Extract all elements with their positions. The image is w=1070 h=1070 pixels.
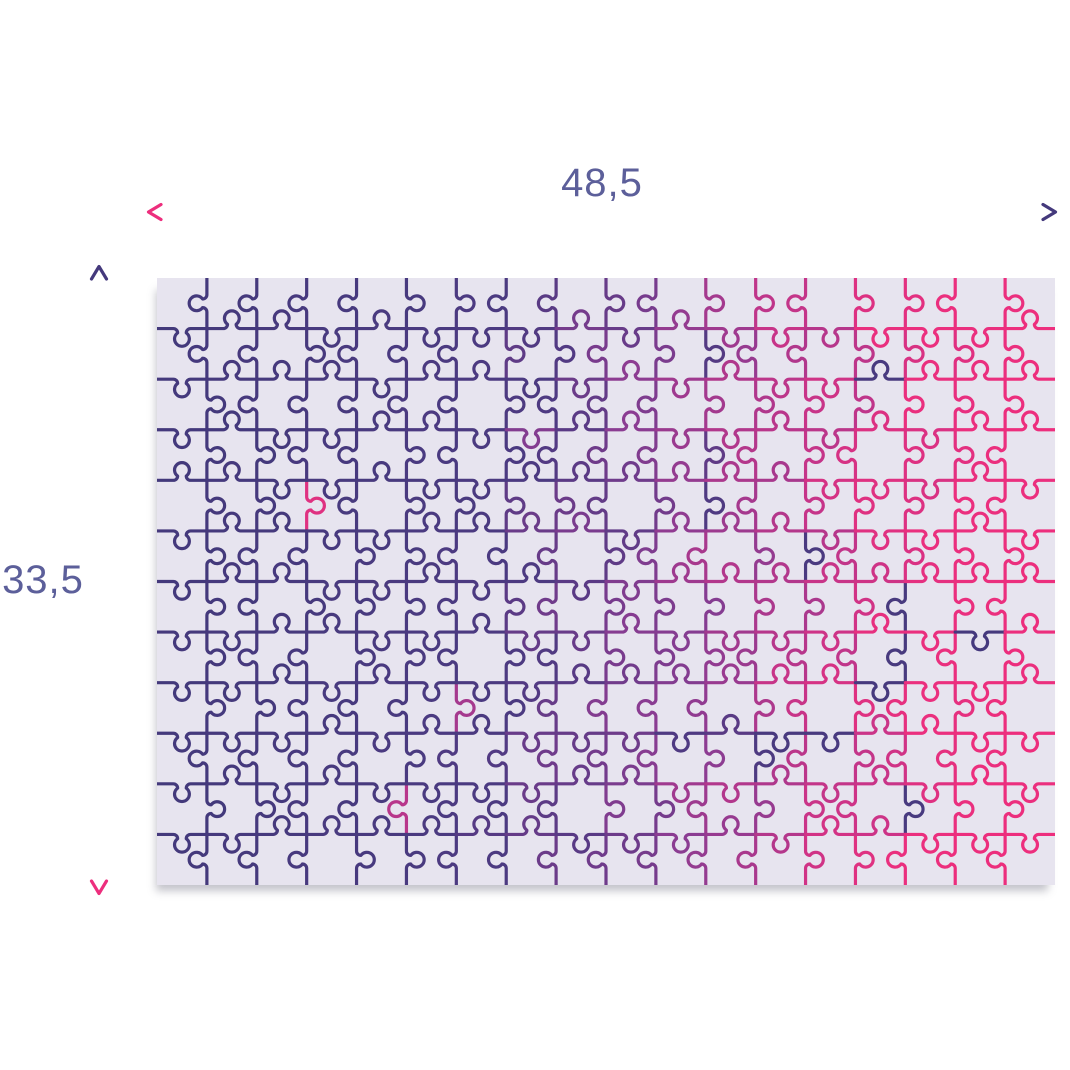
height-arrowhead-bottom-icon [89, 879, 109, 896]
puzzle-grid [157, 278, 1055, 885]
puzzle-board [157, 278, 1055, 885]
height-arrowhead-top-icon [89, 264, 109, 281]
height-dimension-label: 33,5 [2, 558, 84, 602]
height-dimension-arrow [89, 264, 109, 896]
width-dimension-arrow [146, 202, 1058, 222]
width-dimension-label: 48,5 [561, 161, 643, 205]
width-arrowhead-right-icon [1041, 202, 1058, 222]
width-arrowhead-left-icon [146, 202, 163, 222]
